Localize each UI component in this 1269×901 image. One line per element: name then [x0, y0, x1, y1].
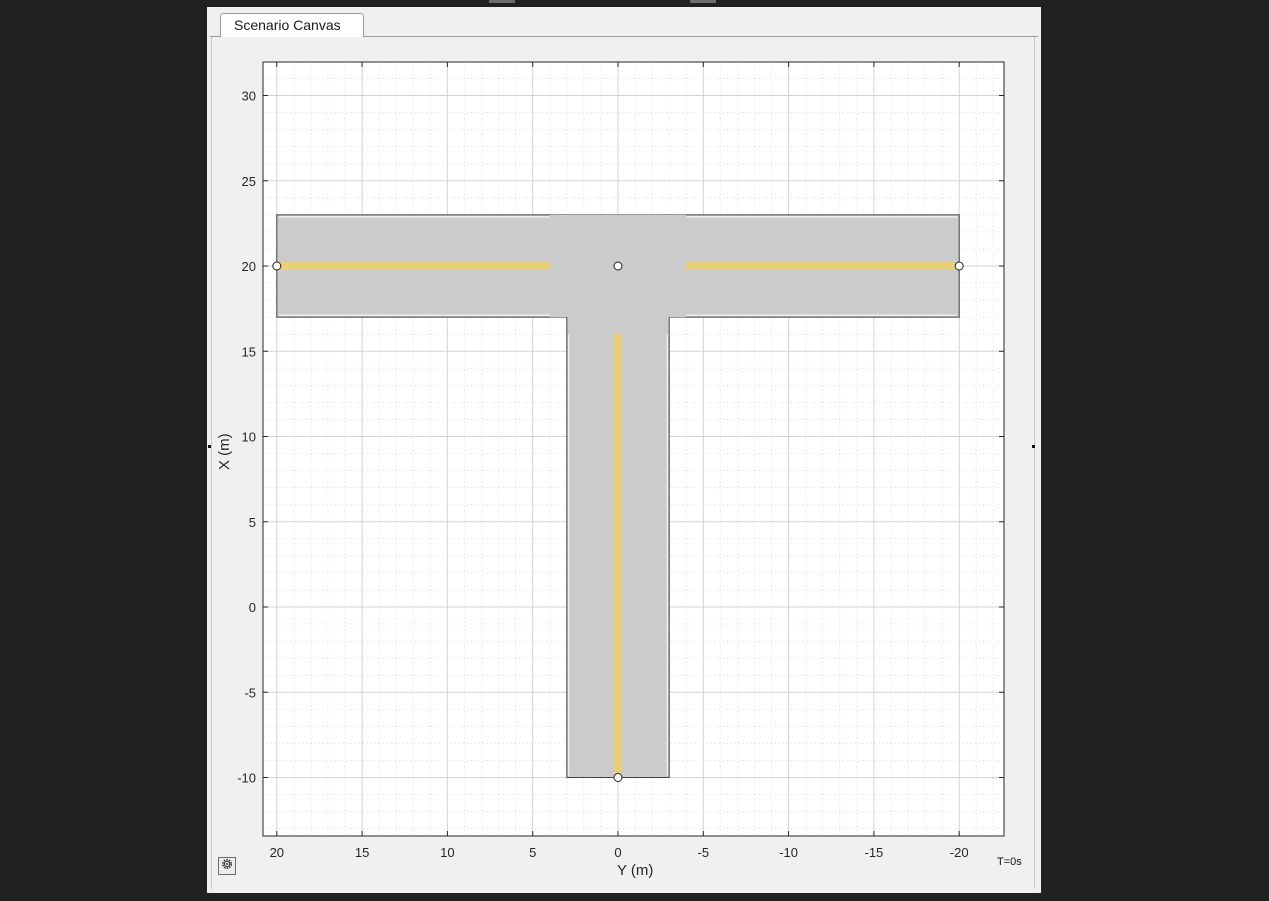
y-tick-label: 20	[242, 259, 256, 274]
y-tick-label: 5	[249, 515, 256, 530]
intersection-throat	[567, 316, 669, 335]
y-tick-label: 25	[242, 174, 256, 189]
x-axis-label: Y (m)	[617, 862, 654, 879]
axis-ticks	[263, 62, 1004, 836]
clipped-header-fragment	[690, 0, 716, 3]
tab-strip-divider	[210, 36, 1038, 37]
road-center-points	[272, 261, 964, 782]
settings-button[interactable]	[218, 857, 236, 875]
y-tick-label: 15	[242, 344, 256, 359]
road-center-point[interactable]	[954, 261, 964, 271]
y-axis-label: X (m)	[216, 433, 233, 470]
x-tick-label: 20	[270, 845, 284, 860]
x-tick-label: 10	[440, 845, 454, 860]
x-tick-label: -10	[779, 845, 798, 860]
resize-handle[interactable]	[208, 445, 211, 448]
axis-tick-labels: 20 15 10 5 0 -5 -10 -15 -20 30 25 20 15 10 5 0 -5 -10	[237, 89, 968, 861]
gear-icon	[221, 857, 233, 875]
x-tick-label: -15	[865, 845, 884, 860]
tab-scenario-canvas[interactable]: Scenario Canvas	[220, 13, 364, 37]
resize-handle[interactable]	[1032, 445, 1035, 448]
y-tick-label: 30	[242, 89, 256, 104]
x-tick-label: 5	[529, 845, 536, 860]
clipped-header-fragment	[489, 0, 515, 3]
axes-box	[262, 61, 1005, 837]
road-center-point[interactable]	[613, 261, 623, 271]
y-tick-label: -5	[244, 685, 256, 700]
simulation-time: T=0s	[997, 856, 1022, 868]
y-tick-label: 0	[249, 600, 256, 615]
lane-markings	[276, 262, 960, 778]
x-tick-label: -5	[698, 845, 710, 860]
y-tick-label: 10	[242, 430, 256, 445]
x-tick-label: -20	[950, 845, 969, 860]
vertical-road	[566, 315, 670, 778]
canvas-frame	[211, 37, 1035, 889]
x-tick-label: 15	[355, 845, 369, 860]
x-tick-label: 0	[614, 845, 621, 860]
road-center-point[interactable]	[272, 261, 282, 271]
y-tick-label: -10	[237, 771, 256, 786]
road-center-point[interactable]	[613, 773, 623, 782]
